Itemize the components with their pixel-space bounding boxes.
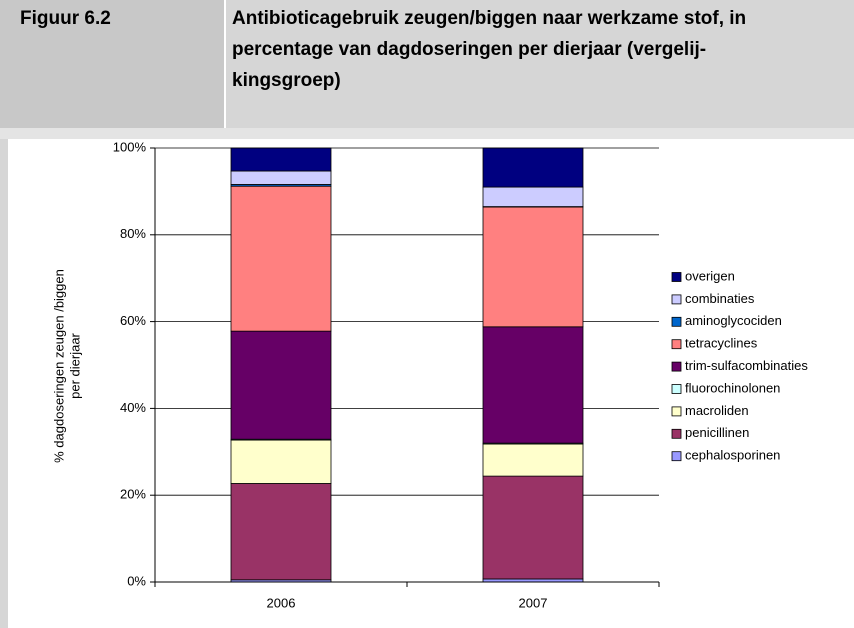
legend-label: fluorochinolonen <box>685 380 780 395</box>
bar-segment <box>482 475 584 580</box>
bar-segment <box>482 326 584 444</box>
header-left <box>0 0 224 128</box>
y-tick-label: 60% <box>120 313 146 328</box>
bar-segment <box>230 185 332 332</box>
legend-swatch <box>671 272 682 282</box>
figure-label: Figuur 6.2 <box>20 8 111 29</box>
legend-swatch <box>671 339 682 350</box>
header-strip <box>0 128 854 139</box>
y-tick-label: 100% <box>113 139 147 154</box>
x-tick-label: 2006 <box>267 595 296 610</box>
x-tick-label: 2007 <box>519 595 548 610</box>
legend-swatch <box>671 428 682 439</box>
bar-segment <box>482 206 584 328</box>
y-tick-label: 0% <box>127 573 146 588</box>
bar-segment <box>482 186 584 207</box>
bar-segment <box>230 439 332 484</box>
bar-segment <box>230 147 332 172</box>
bar-segment <box>230 170 332 185</box>
legend-swatch <box>671 316 682 327</box>
legend-label: combinaties <box>685 291 755 306</box>
header-right <box>226 0 854 128</box>
y-axis-label: per dierjaar <box>67 332 82 398</box>
legend-label: tetracyclines <box>685 336 758 351</box>
title-line: kingsgroep) <box>232 70 341 91</box>
legend-swatch <box>671 451 682 462</box>
bar-segment <box>230 483 332 581</box>
legend-swatch <box>671 294 682 305</box>
bar-segment <box>482 443 584 477</box>
legend-label: overigen <box>685 268 735 283</box>
legend-label: macroliden <box>685 403 749 418</box>
legend-swatch <box>671 406 682 417</box>
bar-segment <box>482 147 584 188</box>
legend-swatch <box>671 361 682 372</box>
legend-label: aminoglycociden <box>685 313 782 328</box>
legend-label: cephalosporinen <box>685 448 780 463</box>
legend-swatch <box>671 384 682 394</box>
y-tick-label: 20% <box>120 487 146 502</box>
legend-label: trim-sulfacombinaties <box>685 358 808 373</box>
title-line: Antibioticagebruik zeugen/biggen naar we… <box>232 8 746 29</box>
y-tick-label: 40% <box>120 400 146 415</box>
y-tick-label: 80% <box>120 226 146 241</box>
y-axis-label: % dagdoseringen zeugen /biggen <box>51 269 66 463</box>
left-border <box>0 139 8 628</box>
legend-label: penicillinen <box>685 425 749 440</box>
title-line: percentage van dagdoseringen per dierjaa… <box>232 39 706 60</box>
bar-segment <box>230 330 332 440</box>
